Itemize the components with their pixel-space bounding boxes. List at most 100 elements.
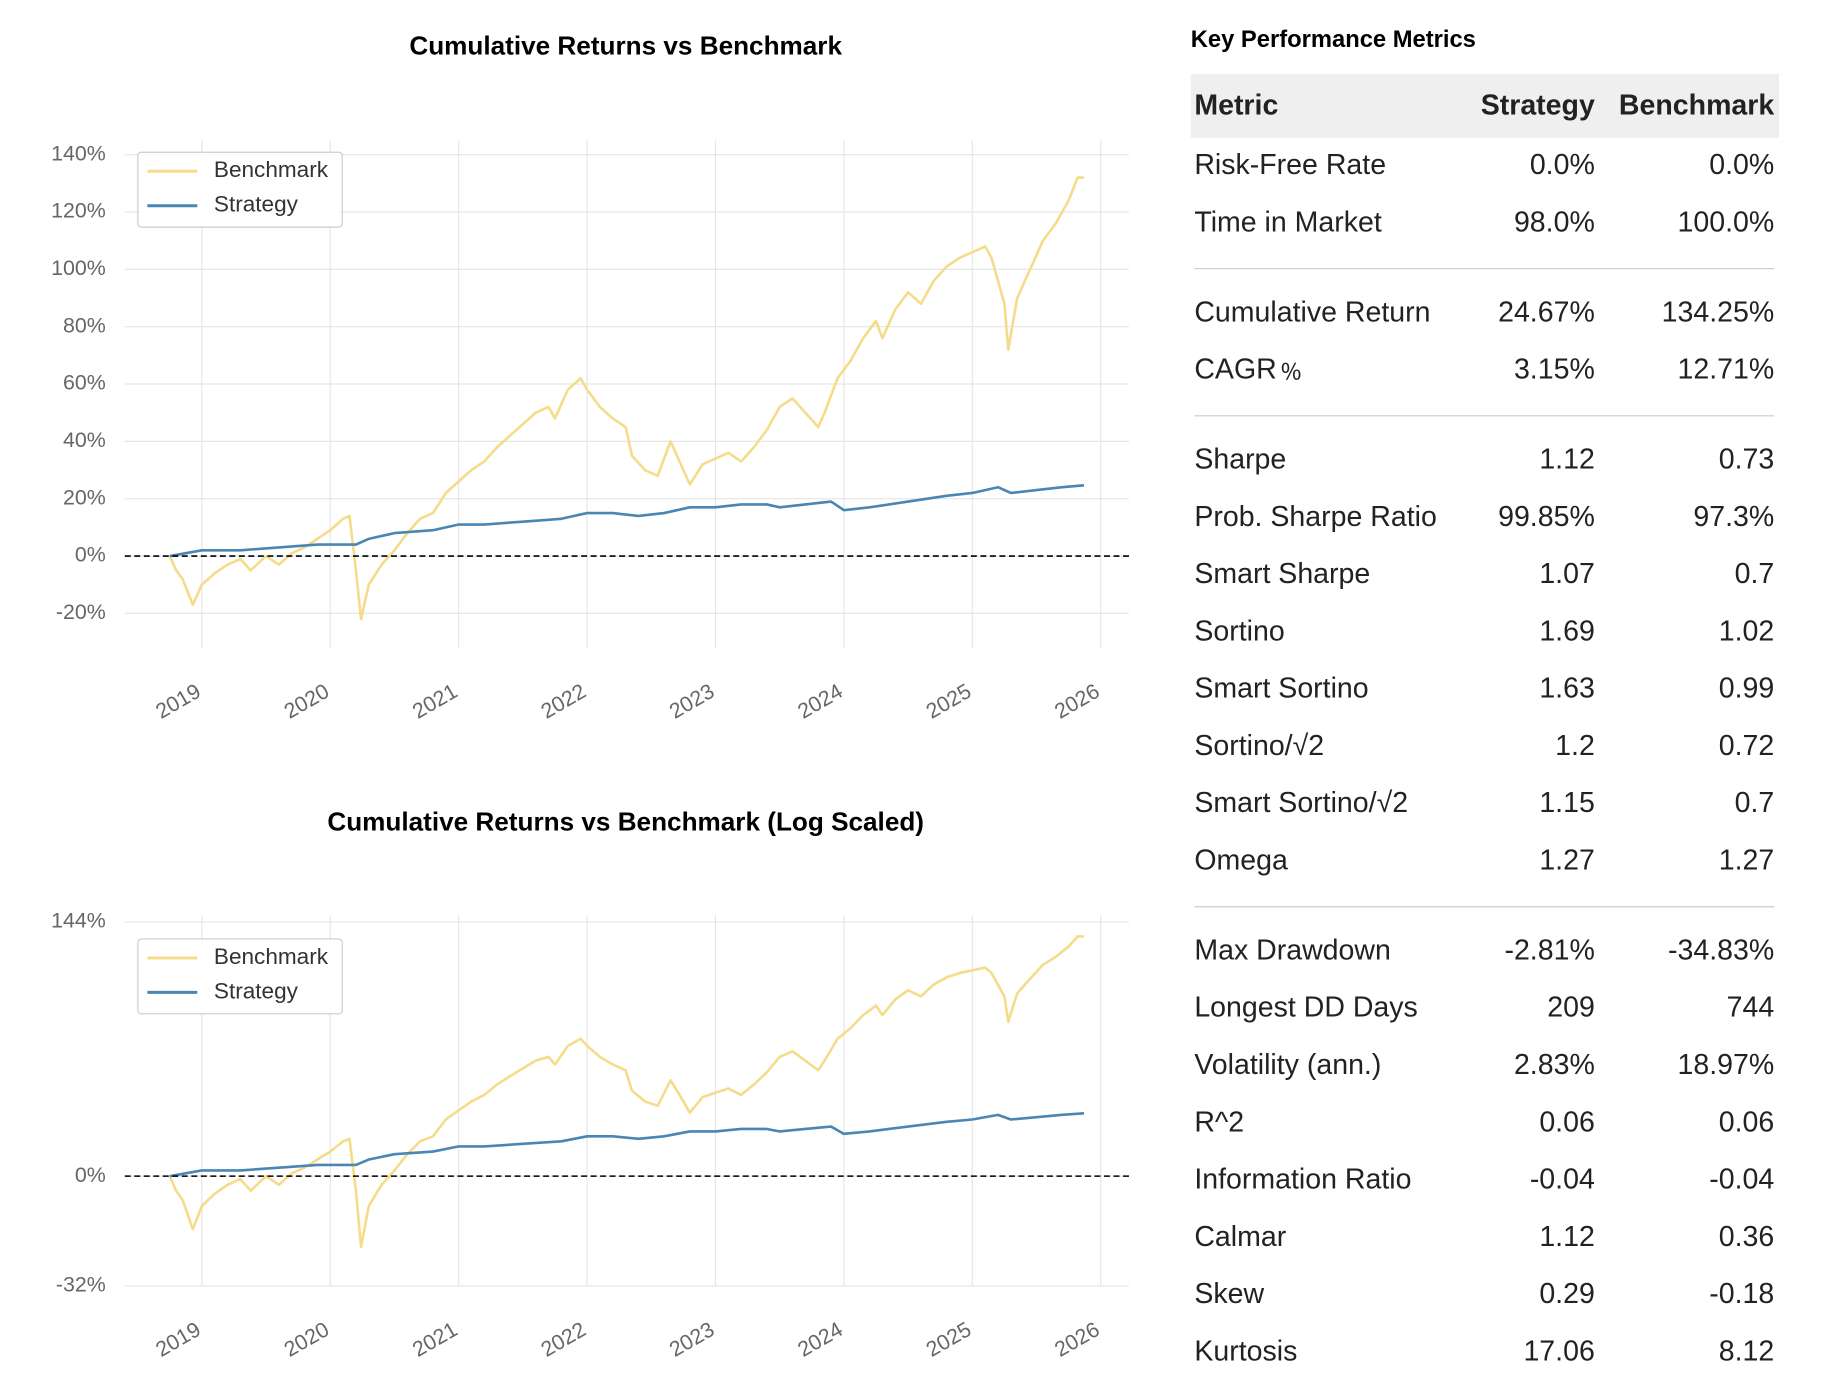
y-tick-label: 144% <box>51 909 106 933</box>
table-cell: Calmar <box>1194 1221 1286 1253</box>
table-cell: Sortino/√2 <box>1194 730 1324 762</box>
table-cell: 0.7 <box>1735 787 1775 819</box>
y-tick-label: 0% <box>75 1163 106 1187</box>
table-title: Key Performance Metrics <box>1191 26 1476 53</box>
table-cell: Information Ratio <box>1194 1164 1411 1196</box>
x-tick-label: 2022 <box>537 679 590 724</box>
table-cell: 744 <box>1727 992 1775 1024</box>
table-cell: Kurtosis <box>1194 1335 1297 1367</box>
y-tick-label: -32% <box>56 1273 106 1297</box>
table-cell: -2.81% <box>1504 934 1594 966</box>
x-tick-label: 2019 <box>152 1317 205 1362</box>
table-cell: -0.04 <box>1709 1164 1774 1196</box>
table-cell: 0.99 <box>1719 673 1775 705</box>
table-cell: 0.36 <box>1719 1221 1775 1253</box>
table-cell: Smart Sortino <box>1194 673 1368 705</box>
table-cell: 100.0% <box>1678 206 1775 238</box>
series-line <box>169 484 1085 558</box>
table-cell: 0.06 <box>1719 1106 1775 1138</box>
x-tick-label: 2023 <box>665 679 718 724</box>
legend-label: Benchmark <box>214 157 329 182</box>
table-cell: Time in Market <box>1194 206 1382 238</box>
x-tick-label: 2021 <box>408 679 461 724</box>
table-cell: 0.73 <box>1719 444 1775 476</box>
table-cell: 1.27 <box>1539 844 1594 876</box>
x-tick-label: 2021 <box>408 1317 461 1362</box>
x-tick-label: 2020 <box>280 1317 333 1362</box>
x-tick-label: 2019 <box>152 679 205 724</box>
x-tick-label: 2024 <box>794 679 847 724</box>
chart-title: Cumulative Returns vs Benchmark <box>409 31 842 61</box>
table-header: Benchmark <box>1619 90 1774 122</box>
table-cell: 0.06 <box>1539 1106 1594 1138</box>
table-cell: Skew <box>1194 1278 1264 1310</box>
legend: Benchmark Strategy <box>137 938 343 1015</box>
x-tick-label: 2020 <box>280 679 333 724</box>
x-tick-label: 2025 <box>922 679 975 724</box>
y-tick-label: 140% <box>51 141 106 165</box>
table-cell: 12.71% <box>1678 354 1775 386</box>
table-cell: Longest DD Days <box>1194 992 1417 1024</box>
legend: Benchmark Strategy <box>137 151 343 228</box>
table-cell: 97.3% <box>1693 501 1774 533</box>
table-cell: 0.0% <box>1709 149 1774 181</box>
table-cell: 2.83% <box>1514 1049 1595 1081</box>
table-cell: 0.0% <box>1530 149 1595 181</box>
table-cell: 24.67% <box>1498 296 1595 328</box>
x-tick-label: 2026 <box>1050 1317 1103 1362</box>
y-tick-label: 60% <box>63 371 106 395</box>
table-cell: Sharpe <box>1194 444 1286 476</box>
table-cell: 1.2 <box>1555 730 1595 762</box>
table-cell: Smart Sortino/√2 <box>1194 787 1408 819</box>
x-tick-label: 2023 <box>665 1317 718 1362</box>
table-cell: 1.12 <box>1539 1221 1594 1253</box>
table-cell: 17.06 <box>1523 1335 1594 1367</box>
table-cell: Sortino <box>1194 615 1284 647</box>
table-cell: 8.12 <box>1719 1335 1775 1367</box>
y-tick-label: 100% <box>51 256 106 280</box>
table-cell: Smart Sharpe <box>1194 558 1370 590</box>
table-cell: 0.72 <box>1719 730 1775 762</box>
y-tick-label: -20% <box>56 600 106 624</box>
x-tick-label: 2022 <box>537 1317 590 1362</box>
table-cell: Max Drawdown <box>1194 934 1391 966</box>
table-cell: Cumulative Return <box>1194 296 1430 328</box>
table-cell: 1.07 <box>1539 558 1594 590</box>
table-cell: 98.0% <box>1514 206 1595 238</box>
chart-title: Cumulative Returns vs Benchmark (Log Sca… <box>327 807 924 837</box>
table-header: Metric <box>1194 90 1278 122</box>
table-cell: 1.15 <box>1539 787 1594 819</box>
table-cell: 1.27 <box>1719 844 1775 876</box>
table-cell: CAGR﹪ <box>1194 354 1305 386</box>
table-cell: 1.69 <box>1539 615 1594 647</box>
series-line <box>169 1112 1085 1178</box>
x-tick-label: 2025 <box>922 1317 975 1362</box>
table-header-bg <box>1190 73 1780 138</box>
y-tick-label: 0% <box>75 543 106 567</box>
x-tick-label: 2024 <box>794 1317 847 1362</box>
table-cell: Volatility (ann.) <box>1194 1049 1381 1081</box>
x-tick-label: 2026 <box>1050 679 1103 724</box>
legend-label: Strategy <box>214 192 299 217</box>
table-cell: 0.7 <box>1735 558 1775 590</box>
series-line <box>168 935 1085 1249</box>
table-cell: 1.12 <box>1539 444 1594 476</box>
table-cell: -34.83% <box>1668 934 1774 966</box>
table-cell: 0.29 <box>1539 1278 1594 1310</box>
table-cell: -0.18 <box>1709 1278 1774 1310</box>
table-cell: 1.63 <box>1539 673 1594 705</box>
y-tick-label: 120% <box>51 199 106 223</box>
table-cell: 18.97% <box>1678 1049 1775 1081</box>
table-header: Strategy <box>1481 90 1595 122</box>
table-cell: 3.15% <box>1514 354 1595 386</box>
table-cell: Risk-Free Rate <box>1194 149 1386 181</box>
table-cell: 134.25% <box>1662 296 1775 328</box>
legend-label: Strategy <box>214 978 299 1003</box>
table-cell: Prob. Sharpe Ratio <box>1194 501 1437 533</box>
y-tick-label: 40% <box>63 428 106 452</box>
table-cell: Omega <box>1194 844 1288 876</box>
y-tick-label: 80% <box>63 313 106 337</box>
table-cell: 99.85% <box>1498 501 1595 533</box>
table-cell: 1.02 <box>1719 615 1775 647</box>
